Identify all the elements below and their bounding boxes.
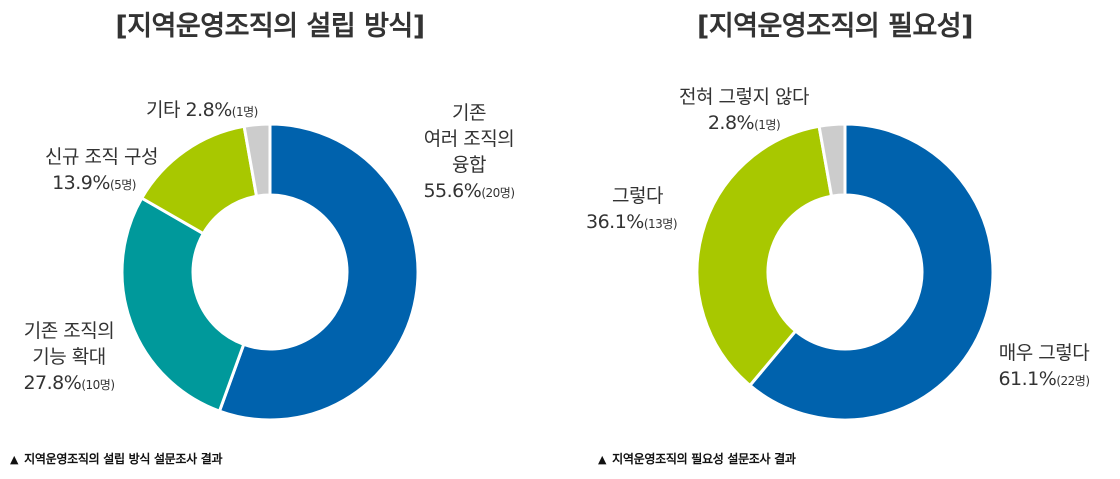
donut-slice	[120, 196, 246, 414]
slice-count: (10명)	[81, 378, 115, 392]
chart-title: [지역운영조직의 설립 방식]	[115, 11, 425, 42]
slice-percent: 27.8%	[23, 372, 82, 394]
slice-label-expansion: 기존 조직의 기능 확대 27.8%(10명)	[23, 320, 115, 394]
donut-slice	[695, 124, 834, 388]
slice-count: (5명)	[109, 178, 137, 192]
slice-count: (1명)	[754, 118, 781, 132]
chart-title: [지역운영조직의 필요성]	[697, 11, 973, 42]
slice-label-new-org: 신규 조직 구성 13.9%(5명)	[45, 146, 158, 194]
chart-caption: ▲ 지역운영조직의 필요성 설문조사 결과	[598, 452, 796, 466]
slice-label-merger: 기존 여러 조직의 융합 55.6%(20명)	[423, 102, 515, 202]
slice-label-other: 기타 2.8%(1명)	[146, 99, 259, 121]
triangle-up-icon: ▲	[598, 453, 607, 466]
chart-caption: ▲ 지역운영조직의 설립 방식 설문조사 결과	[10, 452, 223, 466]
slice-label-strongly-disagree: 전혀 그렇지 않다 2.8%(1명)	[679, 86, 809, 134]
triangle-up-icon: ▲	[10, 453, 19, 466]
chart-panel-necessity: [지역운영조직의 필요성] 매우 그렇다 61.1%(22명) 그렇다 36.1…	[560, 0, 1120, 479]
slice-label-agree: 그렇다 36.1%(13명)	[586, 185, 678, 233]
donut-slice	[817, 122, 847, 198]
donut-slice	[242, 122, 272, 198]
slice-percent: 13.9%	[52, 172, 110, 194]
slice-percent: 2.8%	[707, 112, 755, 134]
slice-percent: 61.1%	[998, 368, 1057, 390]
slice-percent: 55.6%	[423, 180, 482, 202]
donut-slice	[217, 122, 420, 422]
slice-count: (20명)	[481, 186, 515, 200]
slice-count: (13명)	[643, 217, 678, 231]
donut-chart-establishment	[120, 122, 420, 422]
slice-count: (22명)	[1056, 374, 1090, 388]
slice-percent: 36.1%	[586, 211, 644, 233]
slice-percent: 2.8%	[185, 99, 233, 121]
donut-chart-necessity	[695, 122, 995, 422]
slice-label-strongly-agree: 매우 그렇다 61.1%(22명)	[998, 342, 1090, 390]
slice-count: (1명)	[231, 105, 259, 119]
donut-slice	[747, 122, 995, 422]
chart-panel-establishment: [지역운영조직의 설립 방식] 기존 여러 조직의 융합 55.6%(20명) …	[10, 11, 515, 466]
